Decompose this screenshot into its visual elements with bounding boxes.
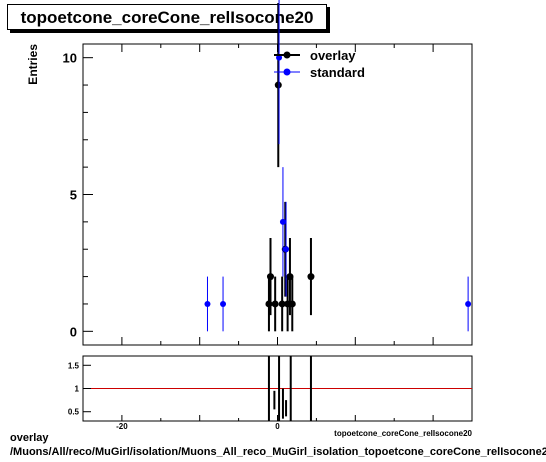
data-point bbox=[274, 81, 282, 89]
y-axis-label: Entries bbox=[26, 44, 40, 85]
footer-path: /Muons/All/reco/MuGirl/isolation/Muons_A… bbox=[10, 446, 546, 458]
data-point bbox=[276, 54, 283, 61]
data-point bbox=[283, 246, 290, 253]
data-point bbox=[266, 273, 274, 281]
data-point bbox=[307, 273, 315, 281]
chart-title: topoetcone_coreCone_relIsocone20 bbox=[20, 8, 314, 27]
ratio-x-tick-label: -20 bbox=[116, 422, 128, 431]
data-point bbox=[220, 300, 227, 307]
data-point bbox=[204, 300, 211, 307]
footer-label: overlay bbox=[10, 432, 49, 444]
y-tick-label: 5 bbox=[70, 188, 77, 203]
chart-title-box: topoetcone_coreCone_relIsocone20 bbox=[7, 4, 327, 30]
legend-label: standard bbox=[310, 65, 365, 80]
data-point bbox=[271, 300, 279, 308]
data-point bbox=[279, 218, 286, 225]
ratio-y-tick-label: 0.5 bbox=[68, 408, 80, 417]
x-axis-label: topoetcone_coreCone_relIsocone20 bbox=[334, 429, 472, 438]
ratio-y-tick-label: 1.5 bbox=[68, 361, 80, 370]
legend-label: overlay bbox=[310, 48, 356, 63]
y-tick-label: 10 bbox=[63, 51, 77, 66]
y-tick-label: 0 bbox=[70, 324, 77, 339]
data-point bbox=[288, 300, 296, 308]
legend-marker bbox=[283, 51, 291, 59]
data-point bbox=[465, 300, 472, 307]
data-point bbox=[278, 300, 286, 308]
legend-marker bbox=[283, 68, 291, 76]
ratio-y-tick-label: 1 bbox=[75, 385, 80, 394]
ratio-x-tick-label: 0 bbox=[275, 422, 280, 431]
